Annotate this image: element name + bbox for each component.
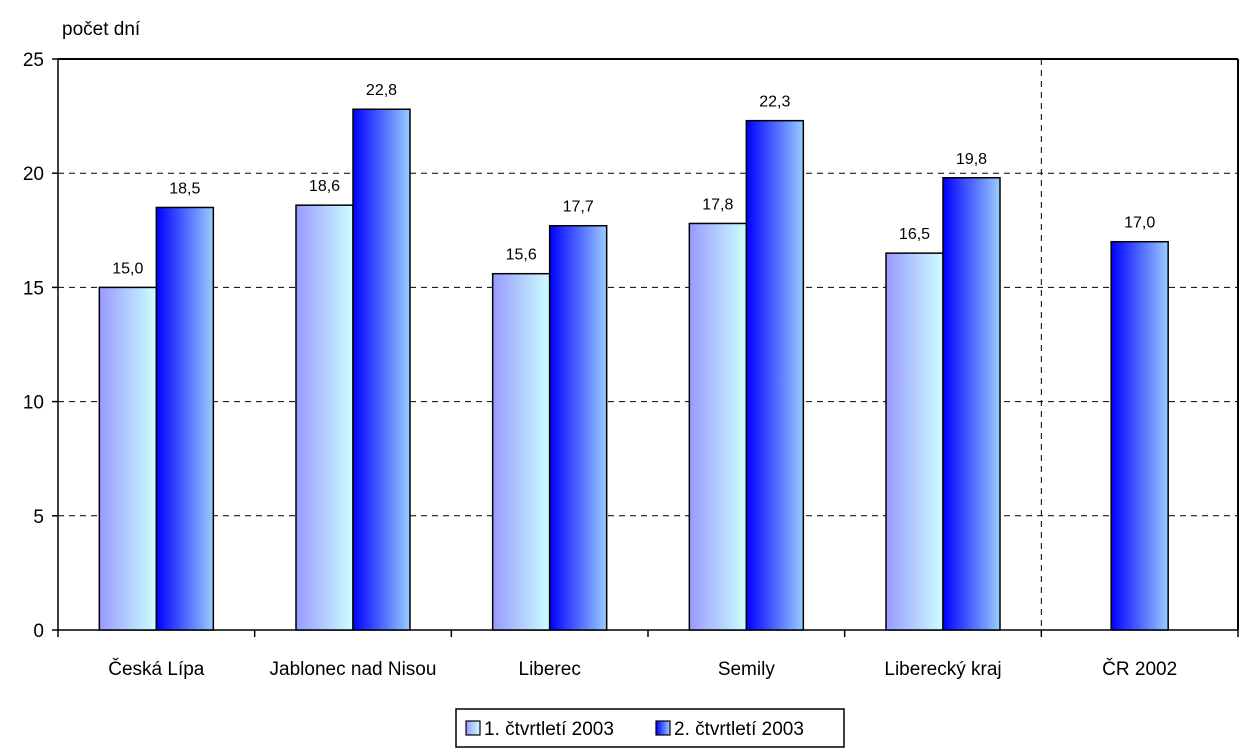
bar	[688, 222, 748, 631]
x-tick-label: Česká Lípa	[108, 658, 205, 680]
legend-box	[455, 708, 845, 748]
legend-label: 1. čtvrtletí 2003	[484, 719, 614, 740]
data-label: 17,0	[1124, 215, 1155, 232]
data-label: 19,8	[956, 151, 987, 168]
data-labels: 15,0 18,5 18,6 22,8 15,6 17,7 17,8 22,3 16,5 19,8…	[112, 82, 1155, 277]
legend-label: 2. čtvrtletí 2003	[674, 719, 804, 740]
bar	[745, 119, 805, 631]
y-axis-title: počet dní	[62, 19, 141, 40]
bar	[155, 206, 215, 631]
bar	[548, 224, 608, 631]
bar	[942, 177, 1001, 631]
bar	[352, 108, 411, 631]
legend: 1. čtvrtletí 2003 2. čtvrtletí 2003	[455, 708, 845, 748]
data-label: 16,5	[899, 226, 930, 243]
y-tick-label-25: 25	[23, 50, 44, 71]
data-label: 22,3	[759, 94, 790, 111]
axes: 0 5 10 15 20 25 Česká Lípa Jablonec nad Nisou Li…	[23, 50, 1239, 680]
data-label: 18,5	[169, 180, 200, 197]
x-tick-label: ČR 2002	[1102, 658, 1177, 680]
y-tick-label-10: 10	[23, 393, 44, 414]
x-tick-label: Liberec	[519, 659, 581, 680]
gridlines	[58, 59, 1238, 630]
data-label: 17,7	[563, 199, 594, 216]
x-tick-label: Liberecký kraj	[884, 659, 1001, 680]
x-tick-label: Jablonec nad Nisou	[270, 659, 437, 680]
legend-swatch	[465, 720, 481, 736]
y-tick-label-15: 15	[23, 278, 44, 299]
bars	[98, 108, 1169, 631]
x-tick-label: Semily	[718, 659, 776, 680]
y-tick-label-5: 5	[33, 507, 44, 528]
data-label: 22,8	[366, 82, 397, 99]
legend-swatch	[655, 720, 671, 736]
data-label: 18,6	[309, 178, 340, 195]
data-label: 17,8	[702, 196, 733, 213]
data-label: 15,0	[112, 260, 143, 277]
bar	[491, 272, 551, 631]
y-tick-label-20: 20	[23, 164, 44, 185]
bar	[295, 204, 354, 631]
y-tick-label-0: 0	[33, 621, 44, 642]
data-label: 15,6	[506, 247, 537, 264]
bar	[885, 252, 944, 631]
bar	[98, 286, 158, 631]
bar	[1110, 240, 1169, 631]
